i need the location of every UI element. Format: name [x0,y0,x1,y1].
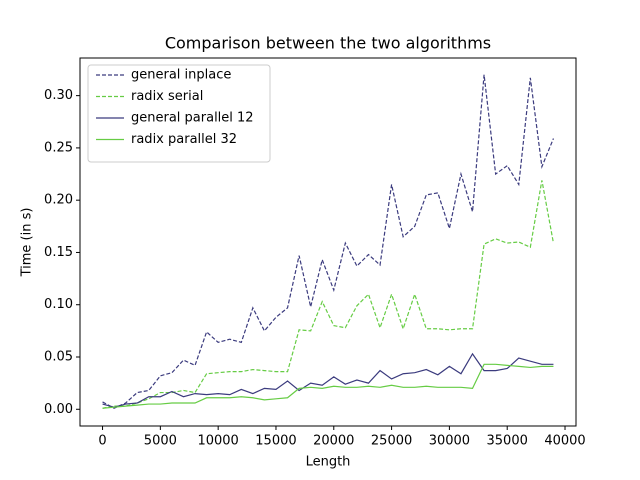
x-tick-label: 5000 [144,434,177,449]
data-line [102,180,555,409]
data-line [102,74,555,409]
x-tick-label: 10000 [197,434,238,449]
y-tick-label: 0.20 [44,193,73,208]
legend-box [87,64,271,163]
y-tick-label: 0.25 [44,140,73,155]
x-tick-label: 0 [98,434,106,449]
y-tick-label: 0.00 [44,402,73,417]
y-tick-label: 0.30 [44,88,73,103]
data-line [102,352,554,408]
x-tick-label: 25000 [371,434,412,449]
x-tick-label: 35000 [487,434,528,449]
y-tick-label: 0.15 [44,245,73,260]
x-axis-label: Length [306,455,351,470]
legend-label: general parallel 12 [131,111,254,126]
x-tick-label: 40000 [544,434,585,449]
legend-label: radix parallel 32 [131,132,237,147]
y-tick-label: 0.05 [44,350,73,365]
chart-title: Comparison between the two algorithms [165,34,491,53]
legend-label: general inplace [131,68,231,83]
x-tick-label: 15000 [255,434,296,449]
x-tick-label: 20000 [313,434,354,449]
x-tick-label: 30000 [429,434,470,449]
plot-frame [79,57,577,427]
legend-label: radix serial [131,89,203,104]
data-line [102,363,554,409]
y-tick-label: 0.10 [44,297,73,312]
y-axis-label: Time (in s) [20,208,35,278]
